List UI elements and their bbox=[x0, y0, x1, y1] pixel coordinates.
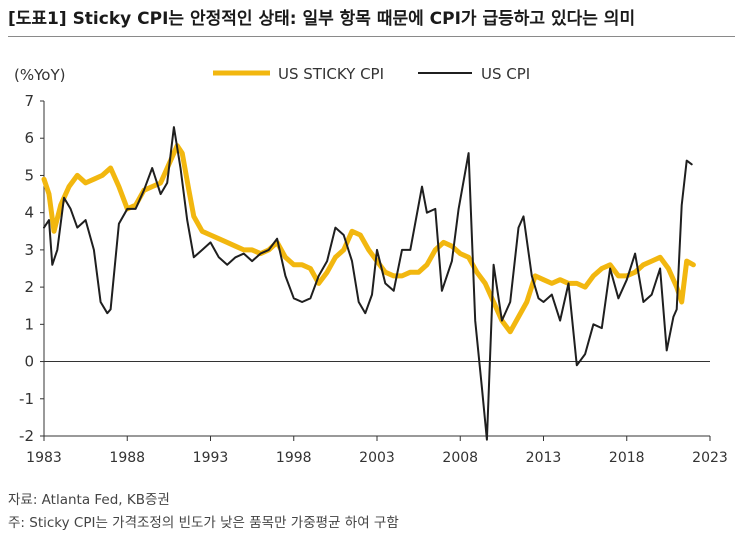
source-text: 자료: Atlanta Fed, KB증권 bbox=[8, 492, 170, 508]
y-tick-label: -2 bbox=[19, 427, 34, 445]
y-tick-label: 4 bbox=[24, 204, 34, 222]
y-tick-label: 2 bbox=[24, 278, 34, 296]
y-tick-label: 5 bbox=[24, 166, 34, 184]
y-tick-label: 1 bbox=[24, 315, 34, 333]
y-axis-label: (%YoY) bbox=[14, 66, 65, 84]
footnote-text: 주: Sticky CPI는 가격조정의 빈도가 낮은 품목만 가중평균 하여 … bbox=[8, 515, 399, 531]
x-tick-label: 1998 bbox=[276, 450, 312, 466]
x-tick-label: 2013 bbox=[526, 450, 562, 466]
x-tick-label: 2018 bbox=[609, 450, 645, 466]
x-tick-label: 2003 bbox=[359, 450, 395, 466]
y-tick-label: 0 bbox=[24, 353, 34, 371]
x-tick-label: 1993 bbox=[193, 450, 229, 466]
series-line-us-cpi bbox=[43, 126, 693, 441]
x-tick-label: 1988 bbox=[109, 450, 145, 466]
series-line-us-sticky-cpi bbox=[41, 143, 696, 335]
y-tick-label: 6 bbox=[24, 129, 34, 147]
y-tick-label: -1 bbox=[19, 390, 34, 408]
legend-label-us-cpi: US CPI bbox=[481, 65, 530, 83]
y-tick-label: 7 bbox=[24, 92, 34, 110]
legend-label-us-sticky-cpi: US STICKY CPI bbox=[278, 65, 384, 83]
line-chart: 7 6 5 4 3 2 1 0 -1 -2 1983 1988 1993 1998 2003 2008 2013… bbox=[14, 65, 728, 466]
title-divider bbox=[8, 36, 735, 37]
x-tick-label: 2023 bbox=[692, 450, 728, 466]
y-tick-label: 3 bbox=[24, 241, 34, 259]
x-tick-label: 2008 bbox=[442, 450, 478, 466]
chart-title: [도표1] Sticky CPI는 안정적인 상태: 일부 항목 때문에 CPI… bbox=[8, 9, 636, 29]
x-tick-label: 1983 bbox=[26, 450, 62, 466]
